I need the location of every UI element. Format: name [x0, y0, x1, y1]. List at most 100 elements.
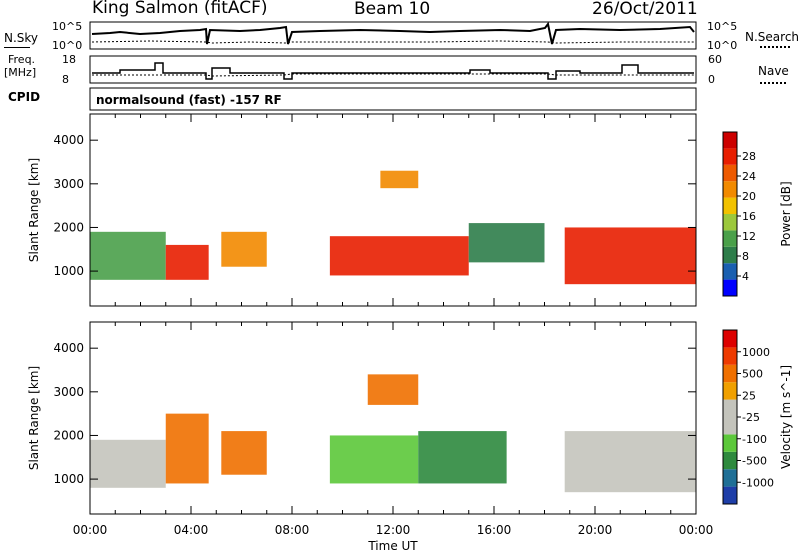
power-ytick-label: 1000 [53, 264, 84, 278]
power-colorbar-cell [723, 214, 737, 231]
velocity-ytick-label: 4000 [53, 341, 84, 355]
time-tick-label: 16:00 [477, 523, 512, 537]
power-colorbar-label: Power [dB] [779, 181, 793, 246]
power-colorbar-tick: 16 [742, 210, 756, 223]
time-tick-label: 20:00 [578, 523, 613, 537]
power-ytick-label: 2000 [53, 220, 84, 234]
time-tick-label: 08:00 [275, 523, 310, 537]
velocity-colorbar-cell [723, 364, 737, 383]
power-ytick-label: 4000 [53, 133, 84, 147]
velocity-colorbar-tick: 25 [742, 389, 756, 402]
noise-y-top: 10^5 [52, 20, 82, 33]
power-colorbar-cell [723, 230, 737, 247]
velocity-ytick-label: 3000 [53, 385, 84, 399]
freq-r-bottom: 0 [708, 73, 715, 86]
velocity-colorbar-tick: -500 [742, 455, 767, 468]
power-colorbar-cell [723, 148, 737, 165]
velocity-ytick-label: 2000 [53, 428, 84, 442]
freq-unit-label: [MHz] [4, 66, 37, 79]
power-region-4 [468, 223, 545, 263]
noise-y-bottom: 10^0 [52, 39, 82, 52]
summary-panels: 10^5 10^0 10^5 10^0 18 8 60 0 normalsoun… [52, 20, 737, 111]
velocity-colorbar-tick: -100 [742, 433, 767, 446]
velocity-region-5 [367, 374, 419, 405]
velocity-region-4 [418, 431, 507, 484]
velocity-colorbar-cell [723, 417, 737, 435]
velocity-ytick-label: 1000 [53, 472, 84, 486]
power-region-5 [380, 170, 419, 189]
power-colorbar-frame [722, 131, 738, 297]
nave-label: Nave [758, 64, 789, 78]
power-colorbar-cell [723, 164, 737, 182]
cpid-label: CPID [8, 90, 41, 104]
velocity-colorbar-tick: -25 [742, 411, 760, 424]
noise-r-top: 10^5 [707, 20, 737, 33]
velocity-region-1 [165, 413, 209, 484]
velocity-region-2 [221, 431, 267, 475]
nsearch-label: N.Search [745, 30, 800, 44]
power-colorbar-cell [723, 181, 737, 198]
velocity-colorbar-cell [723, 347, 737, 365]
freq-y-top: 18 [62, 53, 76, 66]
velocity-colorbar-cell [723, 434, 737, 452]
beam-title: Beam 10 [354, 0, 431, 19]
velocity-region-3 [329, 435, 419, 484]
time-axis: 00:00 04:00 08:00 12:00 16:00 20:00 00:00 Time … [73, 523, 714, 553]
time-axis-label: Time UT [367, 539, 418, 553]
velocity-ylabel: Slant Range [km] [27, 366, 41, 470]
freq-r-top: 60 [708, 53, 722, 66]
power-ylabel: Slant Range [km] [27, 158, 41, 262]
time-tick-label: 04:00 [174, 523, 209, 537]
power-colorbar-cell [723, 132, 737, 149]
date-title: 26/Oct/2011 [592, 0, 698, 19]
nave-legend-line [760, 82, 786, 84]
colorbars: 4 8 12 16 20 24 28 Power [dB] 1000 500 25 -25 -100 -5… [722, 131, 793, 505]
cpid-panel-frame [89, 87, 697, 111]
freq-y-bottom: 8 [62, 73, 69, 86]
power-region-3 [329, 236, 469, 276]
velocity-panel: 1000 2000 3000 4000 Slant Range [km] [27, 321, 697, 515]
freq-panel-frame [89, 55, 697, 84]
noise-r-bottom: 10^0 [707, 39, 737, 52]
time-tick-label: 00:00 [73, 523, 108, 537]
power-region-1 [165, 244, 209, 280]
noise-sky-line [91, 21, 695, 45]
velocity-colorbar-cell [723, 330, 737, 348]
power-ytick-label: 3000 [53, 177, 84, 191]
power-colorbar-cell [723, 197, 737, 214]
station-title: King Salmon (fitACF) [92, 0, 268, 18]
power-colorbar-tick: 24 [742, 170, 756, 183]
nsearch-legend-line [760, 46, 790, 48]
time-tick-label: 12:00 [376, 523, 411, 537]
freq-label: Freq. [8, 53, 36, 66]
nsky-label: N.Sky [4, 31, 39, 45]
cpid-text: normalsound (fast) -157 RF [96, 93, 282, 107]
power-region-6 [564, 227, 696, 285]
velocity-colorbar-cell [723, 399, 737, 417]
time-tick-label: 00:00 [679, 523, 714, 537]
power-colorbar-tick: 28 [742, 150, 756, 163]
power-region-0 [90, 231, 166, 280]
power-panel: 1000 2000 3000 4000 Slant Range [km] [27, 113, 697, 307]
velocity-colorbar-cell [723, 451, 737, 470]
velocity-colorbar-label: Velocity [m s^-1] [779, 365, 793, 469]
power-colorbar-cell [723, 246, 737, 264]
power-colorbar-tick: 20 [742, 190, 756, 203]
velocity-colorbar-cell [723, 486, 737, 504]
power-colorbar-cell [723, 263, 737, 280]
velocity-colorbar-tick: -1000 [742, 476, 774, 489]
power-region-2 [221, 231, 267, 267]
nave-line [92, 73, 694, 77]
noise-panel-frame [89, 21, 697, 50]
power-colorbar-tick: 12 [742, 230, 756, 243]
velocity-colorbar-tick: 1000 [742, 346, 770, 359]
velocity-colorbar-cell [723, 382, 737, 400]
power-colorbar-tick: 4 [742, 270, 749, 283]
velocity-region-0 [90, 439, 166, 488]
freq-line [92, 62, 694, 80]
velocity-colorbar-cell [723, 469, 737, 487]
power-colorbar-tick: 8 [742, 250, 749, 263]
power-colorbar-cell [723, 279, 737, 296]
nsky-legend-line [4, 47, 30, 48]
